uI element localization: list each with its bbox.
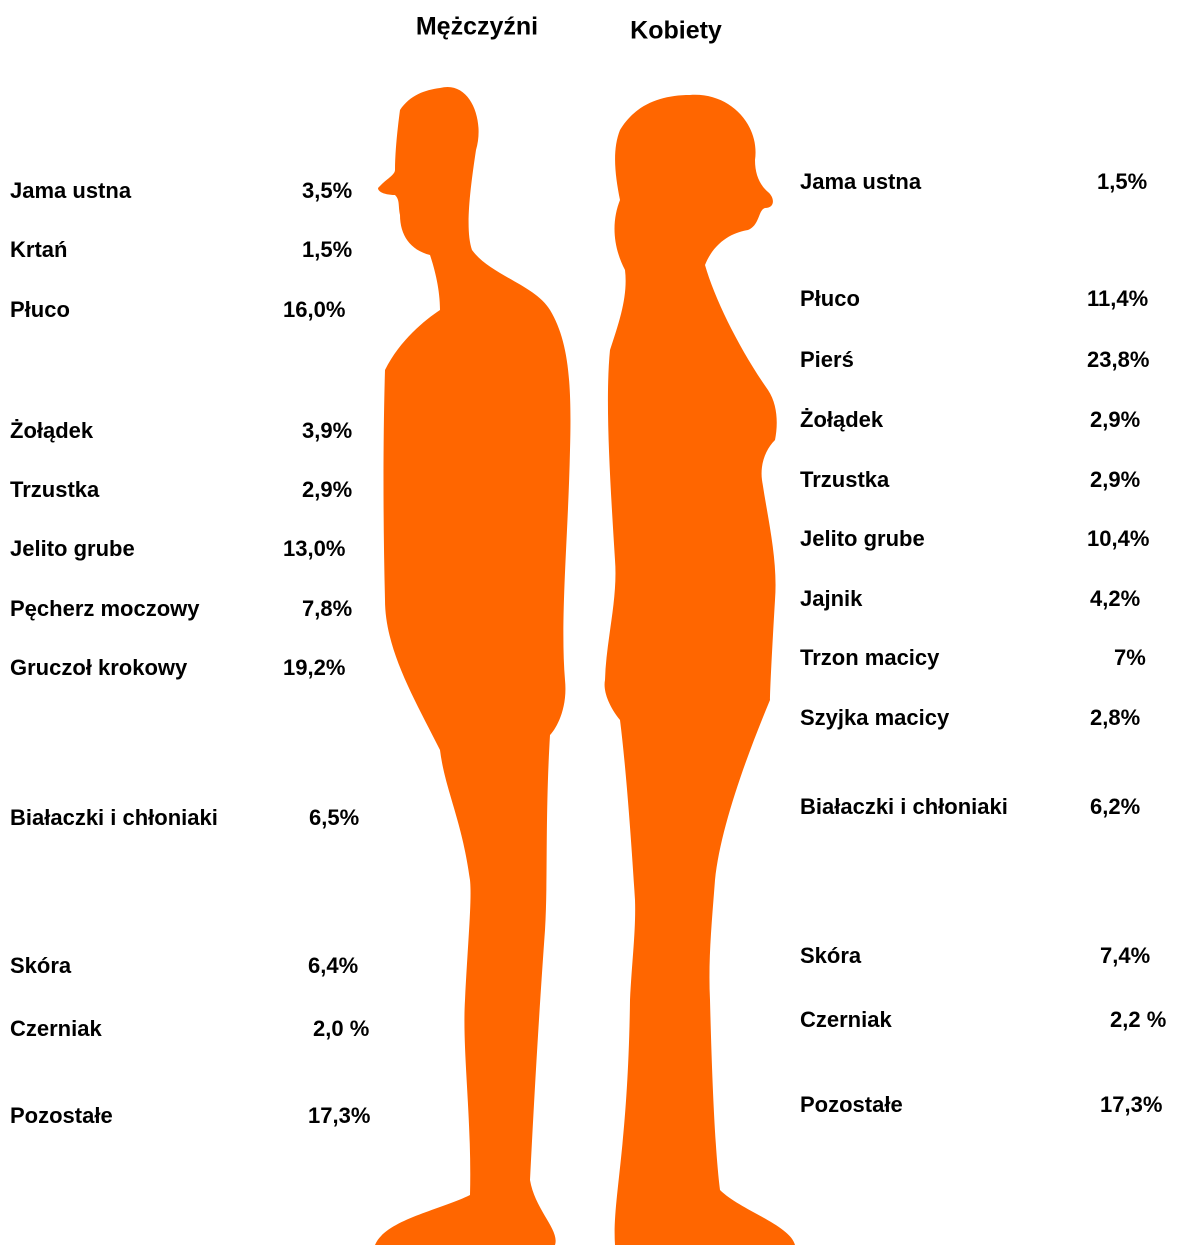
organ-share: 19,2%	[283, 655, 345, 680]
organ-label: Płuco	[10, 297, 70, 322]
organ-label: Pozostałe	[10, 1103, 113, 1128]
organ-label: Żołądek	[800, 407, 884, 432]
organ-share: 7,4%	[1100, 943, 1150, 968]
organ-share: 2,9%	[302, 477, 352, 502]
organ-label: Szyjka macicy	[800, 705, 950, 730]
men-heading: Mężczyźni	[416, 13, 538, 41]
organ-share: 7%	[1114, 645, 1146, 670]
organ-label: Pozostałe	[800, 1092, 903, 1117]
organ-share: 2,8%	[1090, 705, 1140, 730]
organ-label: Jajnik	[800, 586, 863, 611]
organ-share: 11,4%	[1087, 286, 1148, 311]
organ-share: 6,4%	[308, 953, 358, 978]
organ-share: 2,9%	[1090, 467, 1140, 492]
organ-label: Jama ustna	[10, 178, 132, 203]
organ-share: 1,5%	[302, 237, 352, 262]
organ-share: 2,9%	[1090, 407, 1140, 432]
organ-share: 13,0%	[283, 536, 345, 561]
organ-label: Trzon macicy	[800, 645, 940, 670]
organ-label: Skóra	[10, 953, 72, 978]
organ-label: Żołądek	[10, 418, 94, 443]
organ-share: 7,8%	[302, 596, 352, 621]
organ-label: Czerniak	[800, 1007, 892, 1032]
organ-share: 6,2%	[1090, 794, 1140, 819]
organ-label: Płuco	[800, 286, 860, 311]
organ-label: Krtań	[10, 237, 67, 262]
organ-label: Czerniak	[10, 1016, 102, 1041]
organ-share: 4,2%	[1090, 586, 1140, 611]
organ-label: Białaczki i chłoniaki	[10, 805, 218, 830]
organ-share: 17,3%	[308, 1103, 370, 1128]
organ-label: Trzustka	[10, 477, 100, 502]
women-heading: Kobiety	[630, 17, 722, 45]
organ-share: 3,9%	[302, 418, 352, 443]
organ-label: Jama ustna	[800, 169, 922, 194]
organ-share: 2,2 %	[1110, 1007, 1166, 1032]
organ-share: 2,0 %	[313, 1016, 369, 1041]
organ-share: 3,5%	[302, 178, 352, 203]
organ-share: 10,4%	[1087, 526, 1149, 551]
organ-label: Gruczoł krokowy	[10, 655, 188, 680]
organ-label: Skóra	[800, 943, 862, 968]
organ-label: Pęcherz moczowy	[10, 596, 200, 621]
organ-share: 16,0%	[283, 297, 345, 322]
organ-share: 23,8%	[1087, 347, 1149, 372]
organ-share: 6,5%	[309, 805, 359, 830]
organ-label: Jelito grube	[800, 526, 925, 551]
organ-label: Trzustka	[800, 467, 890, 492]
organ-label: Pierś	[800, 347, 854, 372]
male-silhouette	[375, 86, 571, 1245]
organ-label: Jelito grube	[10, 536, 135, 561]
organ-label: Białaczki i chłoniaki	[800, 794, 1008, 819]
organ-share: 1,5%	[1097, 169, 1147, 194]
organ-share: 17,3%	[1100, 1092, 1162, 1117]
female-silhouette	[604, 94, 795, 1246]
